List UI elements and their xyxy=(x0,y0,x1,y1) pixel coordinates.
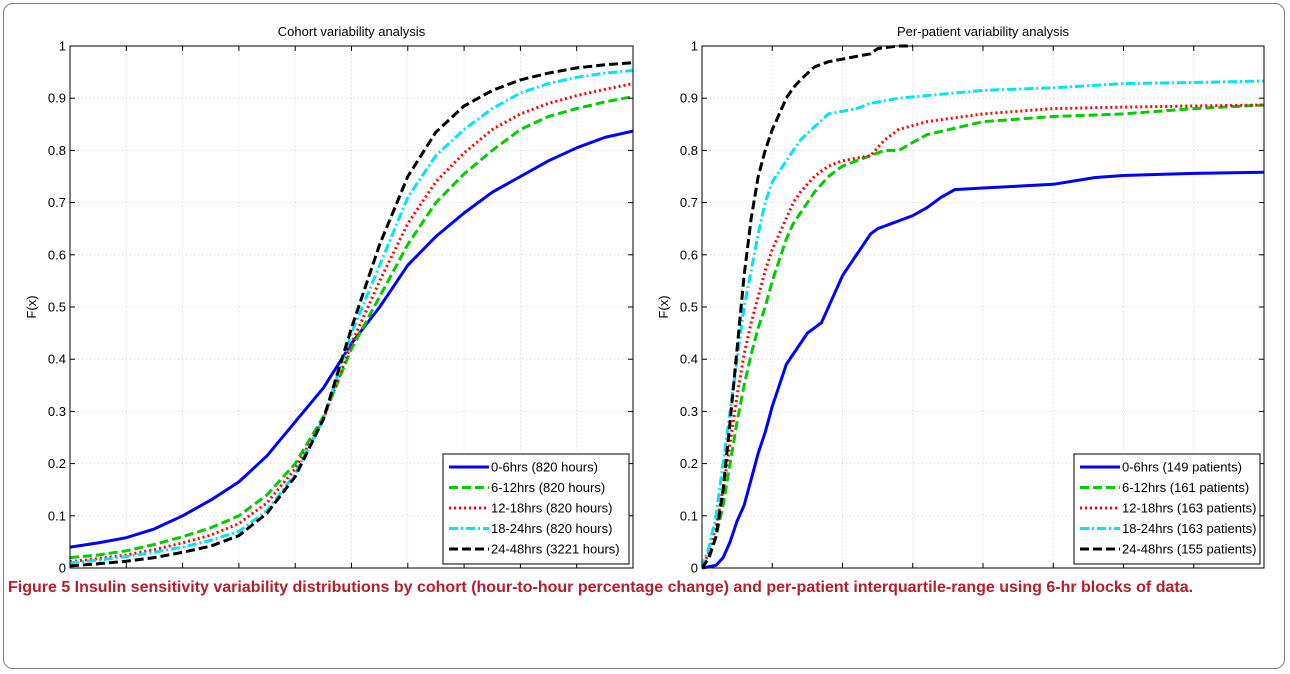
legend-label-3: 12-18hrs (820 hours) xyxy=(491,501,612,516)
x-tick-label: 80 xyxy=(569,572,583,575)
x-tick-label: 300 xyxy=(1113,572,1135,575)
series-line-3 xyxy=(70,82,633,564)
series-group xyxy=(70,61,633,568)
x-tick-label: 0 xyxy=(348,572,355,575)
x-tick-label: 0 xyxy=(698,572,705,575)
x-tick-label: 100 xyxy=(832,572,854,575)
caption-label: Figure 5 xyxy=(8,579,71,596)
x-tick-label: -20 xyxy=(286,572,305,575)
y-tick-label: 0.9 xyxy=(48,91,66,106)
legend-label-4: 18-24hrs (820 hours) xyxy=(491,521,612,536)
chart-1: -100 -80 -60 -40 -20 0 20 40 60 80 100 0 0.1 0.2 0.3 0.… xyxy=(24,24,644,575)
y-tick-label: 0 xyxy=(691,561,698,576)
legend-label-4: 18-24hrs (163 patients) xyxy=(1122,521,1256,536)
y-tick-label: 0.4 xyxy=(680,352,698,367)
chart-2: 0 50 100 150 200 250 300 350 400 0 0.1 0.2 0.3 0.4 0.5… xyxy=(656,24,1275,575)
x-tick-label: -60 xyxy=(173,572,192,575)
chart-title: Per-patient variability analysis xyxy=(897,24,1069,39)
x-tick-label: 60 xyxy=(513,572,527,575)
series-line-4 xyxy=(702,79,1264,569)
y-tick-label: 0.9 xyxy=(680,91,698,106)
x-tick-label: 20 xyxy=(401,572,415,575)
y-tick-label: 1 xyxy=(59,39,66,54)
y-axis-label: F(x) xyxy=(656,295,671,318)
y-tick-label: 0.7 xyxy=(680,195,698,210)
y-tick-label: 0.5 xyxy=(48,300,66,315)
legend-label-2: 6-12hrs (820 hours) xyxy=(491,480,605,495)
y-tick-label: 0 xyxy=(59,561,66,576)
y-tick-label: 0.8 xyxy=(48,143,66,158)
x-tick-label: 200 xyxy=(972,572,994,575)
legend-label-1: 0-6hrs (820 hours) xyxy=(491,460,598,475)
x-tick-label: 250 xyxy=(1042,572,1064,575)
x-tick-label: -80 xyxy=(117,572,136,575)
y-tick-label: 0.2 xyxy=(680,456,698,471)
y-tick-label: 0.7 xyxy=(48,195,66,210)
figure-caption: Figure 5 Insulin sensitivity variability… xyxy=(8,577,1268,598)
y-tick-label: 0.6 xyxy=(680,247,698,262)
x-tick-label: 400 xyxy=(1253,572,1275,575)
legend-label-5: 24-48hrs (155 patients) xyxy=(1122,542,1256,557)
legend-label-3: 12-18hrs (163 patients) xyxy=(1122,501,1256,516)
x-tick-label: 150 xyxy=(902,572,924,575)
x-tick-label: 350 xyxy=(1183,572,1205,575)
y-tick-label: 0.2 xyxy=(48,456,66,471)
figure-charts: -100-80-60-40-2002040608010000.10.20.30.… xyxy=(24,24,1275,575)
figure-frame xyxy=(3,3,1285,669)
y-tick-label: 0.3 xyxy=(680,404,698,419)
x-tick-label: -40 xyxy=(230,572,249,575)
series-group xyxy=(702,44,1264,570)
series-line-5 xyxy=(70,61,633,568)
legend: 0-6hrs (820 hours) 6-12hrs (820 hours) 12-… xyxy=(442,453,630,565)
series-line-5 xyxy=(702,44,913,569)
x-tick-label: 100 xyxy=(622,572,644,575)
y-tick-label: 0.5 xyxy=(680,300,698,315)
legend-label-5: 24-48hrs (3221 hours) xyxy=(491,542,620,557)
x-tick-label: -100 xyxy=(57,572,83,575)
y-tick-label: 0.3 xyxy=(48,404,66,419)
x-tick-label: 40 xyxy=(457,572,471,575)
chart-title: Cohort variability analysis xyxy=(278,24,426,39)
y-tick-label: 1 xyxy=(691,39,698,54)
y-tick-label: 0.8 xyxy=(680,143,698,158)
series-line-2 xyxy=(702,103,1264,569)
y-axis-label: F(x) xyxy=(24,295,39,318)
legend-label-2: 6-12hrs (161 patients) xyxy=(1122,480,1249,495)
series-line-2 xyxy=(70,95,633,560)
y-tick-label: 0.6 xyxy=(48,247,66,262)
x-tick-label: 50 xyxy=(765,572,779,575)
y-tick-label: 0.4 xyxy=(48,352,66,367)
legend: 0-6hrs (149 patients) 6-12hrs (161 patien… xyxy=(1073,453,1261,565)
legend-label-1: 0-6hrs (149 patients) xyxy=(1122,460,1242,475)
y-tick-label: 0.1 xyxy=(48,508,66,523)
y-tick-label: 0.1 xyxy=(680,508,698,523)
series-line-1 xyxy=(702,170,1264,570)
caption-text: Insulin sensitivity variability distribu… xyxy=(70,579,1194,596)
